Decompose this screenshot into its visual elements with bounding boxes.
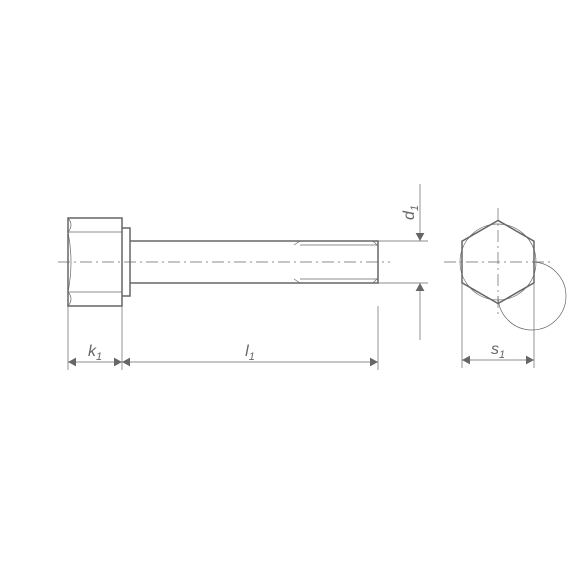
label-l1: l1 <box>245 343 255 363</box>
label-s1: s1 <box>491 341 505 361</box>
technical-drawing: k1 l1 s1 d1 <box>0 0 576 576</box>
dimension-labels: k1 l1 s1 d1 <box>88 205 505 363</box>
dimension-lines <box>68 184 534 370</box>
label-d1: d1 <box>401 205 421 220</box>
bolt-side-view <box>58 218 390 306</box>
label-k1: k1 <box>88 343 102 363</box>
